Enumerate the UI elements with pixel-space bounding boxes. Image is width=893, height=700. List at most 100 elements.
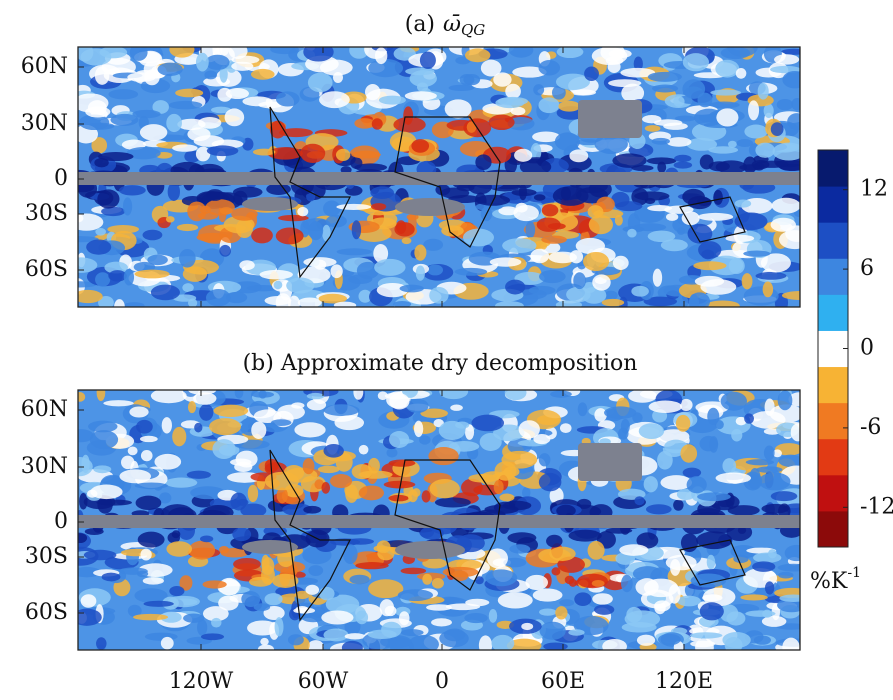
anomaly-blob [612,153,647,168]
anomaly-blob [319,91,350,109]
anomaly-blob [358,485,384,501]
anomaly-blob [538,453,551,467]
anomaly-blob [118,185,146,196]
anomaly-blob [108,89,139,100]
anomaly-blob [377,391,388,400]
anomaly-blob [381,621,402,638]
anomaly-blob [719,604,739,623]
anomaly-blob [699,602,724,621]
anomaly-blob [152,100,169,114]
anomaly-blob [702,594,723,602]
anomaly-blob [521,622,534,631]
anomaly-blob [584,66,599,82]
anomaly-blob [89,430,119,450]
anomaly-blob [250,68,275,80]
anomaly-blob [743,286,779,306]
anomaly-blob [518,420,540,439]
anomaly-blob [660,475,693,490]
anomaly-blob [276,487,288,504]
anomaly-blob [468,473,498,483]
anomaly-blob [676,595,701,607]
anomaly-blob [782,71,800,89]
anomaly-blob [587,205,604,219]
anomaly-blob [493,480,504,495]
anomaly-blob [779,594,800,602]
anomaly-blob [502,238,537,254]
anomaly-blob [539,608,557,616]
anomaly-blob [78,213,104,231]
anomaly-blob [171,530,181,539]
anomaly-blob [78,608,102,626]
anomaly-blob [81,454,90,474]
anomaly-blob [144,632,178,641]
anomaly-blob [790,423,800,442]
anomaly-blob [636,634,656,646]
anomaly-blob [126,147,161,160]
anomaly-blob [199,535,214,543]
anomaly-blob [306,399,327,411]
anomaly-blob [308,221,324,241]
anomaly-blob [509,544,531,554]
anomaly-blob [206,145,239,157]
anomaly-blob [760,253,791,273]
anomaly-blob [308,565,324,576]
anomaly-blob [541,204,559,217]
anomaly-blob [744,124,768,139]
anomaly-blob [493,424,525,442]
anomaly-blob [251,391,275,398]
anomaly-blob [346,538,374,545]
anomaly-blob [587,541,605,560]
anomaly-blob [734,199,752,208]
anomaly-blob [466,121,477,133]
anomaly-blob [140,449,153,462]
anomaly-blob [351,150,381,159]
anomaly-blob [602,638,627,650]
anomaly-blob [397,589,434,602]
lon-label: 60W [298,669,349,694]
anomaly-blob [94,66,110,85]
anomaly-blob [673,161,693,169]
anomaly-blob [274,617,284,637]
anomaly-blob [134,588,168,603]
colorbar-segment [818,438,848,476]
anomaly-blob [686,137,718,151]
anomaly-blob [429,479,460,499]
anomaly-blob [279,128,313,138]
lon-label: 120E [655,669,713,694]
anomaly-blob [653,119,683,127]
anomaly-blob [651,84,679,93]
anomaly-blob [673,96,685,107]
colorbar-segment [818,402,848,440]
anomaly-blob [234,390,244,399]
anomaly-blob [160,611,182,623]
anomaly-blob [287,634,304,646]
anomaly-blob [241,591,261,607]
anomaly-blob [769,404,800,423]
anomaly-blob [356,261,379,280]
lat-label: 30N [21,454,68,479]
anomaly-blob [389,393,410,410]
anomaly-blob [336,203,372,211]
anomaly-blob [654,600,671,612]
anomaly-blob [157,62,183,77]
lat-label: 60N [21,397,68,422]
anomaly-blob [680,444,698,463]
anomaly-blob [681,211,700,226]
anomaly-blob [722,458,737,474]
anomaly-blob [594,408,607,422]
anomaly-blob [321,482,331,494]
anomaly-blob [368,58,404,78]
anomaly-blob [98,295,114,307]
anomaly-blob [782,637,800,650]
anomaly-blob [644,125,661,132]
anomaly-blob [260,637,269,646]
anomaly-blob [166,113,182,133]
anomaly-blob [182,283,194,293]
anomaly-blob [494,461,517,481]
anomaly-blob [399,611,410,626]
anomaly-blob [231,207,258,221]
anomaly-blob [252,148,276,156]
map-frame [77,46,801,308]
anomaly-blob [740,594,768,601]
anomaly-blob [715,472,752,484]
